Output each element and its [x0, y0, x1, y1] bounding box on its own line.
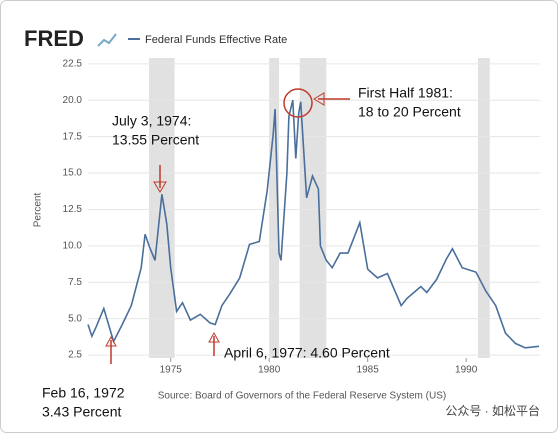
x-tick-label: 1990: [455, 365, 478, 376]
highlight-circle: [283, 88, 313, 118]
arrow-head: [153, 181, 167, 193]
watermark: 公众号 · 如松平台: [445, 403, 540, 418]
y-tick-label: 17.5: [63, 131, 83, 142]
y-tick-label: 10.0: [63, 241, 83, 252]
annotation: 3.43 Percent: [42, 404, 121, 420]
y-tick-label: 20.0: [63, 95, 83, 106]
arrow-head: [313, 92, 325, 106]
recession-band: [149, 58, 175, 358]
legend-label: Federal Funds Effective Rate: [145, 34, 287, 46]
recession-band: [269, 58, 280, 358]
annotation: April 6, 1977: 4.60 Percent: [224, 345, 390, 361]
brand-icon: [97, 33, 117, 47]
arrow-head: [208, 331, 220, 343]
plot: 2.5 5.0 7.5 10.0 12.5 15.0 17.5 20.0 22.5 1975 198…: [63, 58, 540, 376]
arrow-head: [105, 335, 117, 347]
annotation: 13.55 Percent: [112, 132, 199, 148]
annotation: First Half 1981:: [358, 85, 453, 101]
y-axis-label: Percent: [33, 193, 44, 228]
annotation: July 3, 1974:: [112, 113, 191, 129]
series-line: [87, 100, 540, 349]
x-tick-label: 1980: [258, 365, 281, 376]
annotations: July 3, 1974: 13.55 Percent First Half 198…: [42, 85, 461, 420]
y-tick-label: 12.5: [63, 204, 83, 215]
recession-band: [299, 58, 327, 358]
x-tick-label: 1985: [357, 365, 380, 376]
x-tick-label: 1975: [160, 365, 183, 376]
y-tick-label: 22.5: [63, 58, 83, 69]
y-tick-label: 5.0: [68, 313, 82, 324]
annotation: 18 to 20 Percent: [358, 104, 461, 120]
recession-band: [477, 58, 490, 358]
y-tick-label: 15.0: [63, 168, 83, 179]
annotation: Feb 16, 1972: [42, 385, 125, 401]
brand: FRED: [24, 26, 84, 51]
y-tick-label: 7.5: [68, 277, 82, 288]
source: Source: Board of Governors of the Federa…: [158, 391, 446, 402]
y-tick-label: 2.5: [68, 350, 82, 361]
